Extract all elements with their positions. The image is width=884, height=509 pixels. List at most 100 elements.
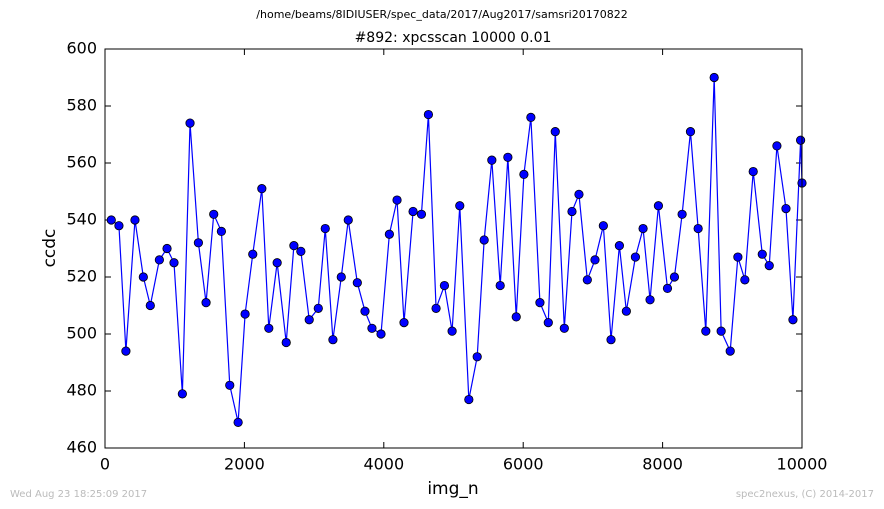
data-point: [264, 323, 274, 333]
data-point: [376, 329, 386, 339]
data-point: [582, 275, 592, 285]
data-point: [240, 309, 250, 319]
data-point: [384, 229, 394, 239]
data-point: [574, 189, 584, 199]
y-tick-label: 500: [66, 324, 97, 343]
footer-right: spec2nexus, (C) 2014-2017: [736, 489, 874, 500]
data-point: [669, 272, 680, 282]
data-point: [392, 195, 402, 205]
y-tick-label: 480: [66, 381, 97, 400]
y-tick-label: 460: [66, 438, 97, 457]
data-point: [796, 135, 806, 145]
data-point: [423, 109, 434, 120]
data-point: [677, 209, 687, 219]
data-point: [313, 303, 323, 313]
data-point: [272, 258, 282, 268]
data-point: [162, 243, 172, 254]
data-point: [503, 152, 513, 162]
data-point: [121, 346, 131, 356]
data-point: [487, 155, 497, 165]
data-point: [106, 215, 116, 225]
y-tick-label: 600: [66, 39, 97, 58]
data-point: [447, 326, 457, 336]
data-point: [193, 238, 203, 248]
data-point: [408, 206, 418, 217]
x-tick-label: 0: [100, 455, 110, 474]
x-tick-label: 8000: [642, 455, 683, 474]
x-tick-label: 2000: [224, 455, 265, 474]
data-point: [399, 317, 409, 328]
y-axis-label: ccdc: [40, 229, 60, 268]
data-point: [733, 252, 743, 262]
data-point: [709, 72, 719, 83]
data-point: [177, 389, 187, 399]
data-point: [772, 141, 782, 151]
data-point: [511, 312, 521, 322]
data-point: [233, 417, 243, 427]
data-point: [495, 280, 505, 291]
data-point: [281, 337, 291, 348]
data-point: [145, 300, 155, 311]
data-point: [479, 235, 489, 245]
x-tick-label: 10000: [777, 455, 828, 474]
x-tick-label: 4000: [363, 455, 404, 474]
data-point: [757, 249, 767, 259]
data-point: [693, 223, 703, 234]
data-point: [701, 326, 711, 336]
data-point: [598, 221, 608, 231]
data-point: [225, 380, 235, 390]
data-point: [543, 317, 553, 328]
data-point: [550, 127, 560, 137]
data-point: [114, 221, 124, 231]
y-tick-label: 580: [66, 96, 97, 115]
y-tick-label: 520: [66, 267, 97, 286]
data-point: [209, 209, 219, 219]
data-point: [740, 275, 750, 285]
data-point: [638, 223, 648, 234]
data-point: [320, 223, 330, 234]
data-point: [464, 394, 474, 405]
data-point: [289, 241, 299, 251]
data-point: [328, 335, 338, 345]
data-point: [360, 306, 370, 316]
data-point: [367, 323, 377, 333]
data-point: [621, 306, 631, 316]
data-point: [185, 118, 195, 128]
data-point: [645, 295, 655, 305]
data-point: [526, 112, 536, 123]
data-point: [439, 280, 450, 291]
data-point: [653, 201, 664, 211]
data-point: [154, 255, 164, 265]
x-axis-label: img_n: [427, 479, 478, 499]
x-tick-label: 6000: [503, 455, 544, 474]
data-point: [662, 283, 673, 293]
data-point: [248, 249, 258, 259]
data-point: [296, 246, 306, 256]
data-point: [343, 215, 353, 225]
data-point: [606, 335, 616, 345]
data-point: [716, 326, 726, 336]
suptitle: /home/beams/8IDIUSER/spec_data/2017/Aug2…: [256, 8, 627, 21]
data-point: [169, 258, 179, 268]
data-point: [788, 315, 798, 325]
data-point: [590, 255, 600, 265]
data-point: [138, 272, 148, 282]
plot-frame: [104, 48, 803, 449]
footer-left: Wed Aug 23 18:25:09 2017: [10, 489, 147, 500]
data-point: [685, 127, 696, 137]
data-point: [535, 298, 545, 308]
data-point: [216, 226, 226, 236]
data-point: [781, 204, 791, 214]
data-point: [257, 184, 267, 194]
data-point: [416, 209, 427, 219]
data-point: [559, 323, 569, 333]
data-point: [764, 260, 774, 271]
data-point: [201, 298, 211, 308]
y-tick-label: 540: [66, 210, 97, 229]
data-point: [336, 272, 346, 282]
data-point: [748, 166, 758, 177]
data-point: [567, 206, 577, 217]
data-point: [455, 201, 465, 211]
data-point: [630, 252, 641, 262]
